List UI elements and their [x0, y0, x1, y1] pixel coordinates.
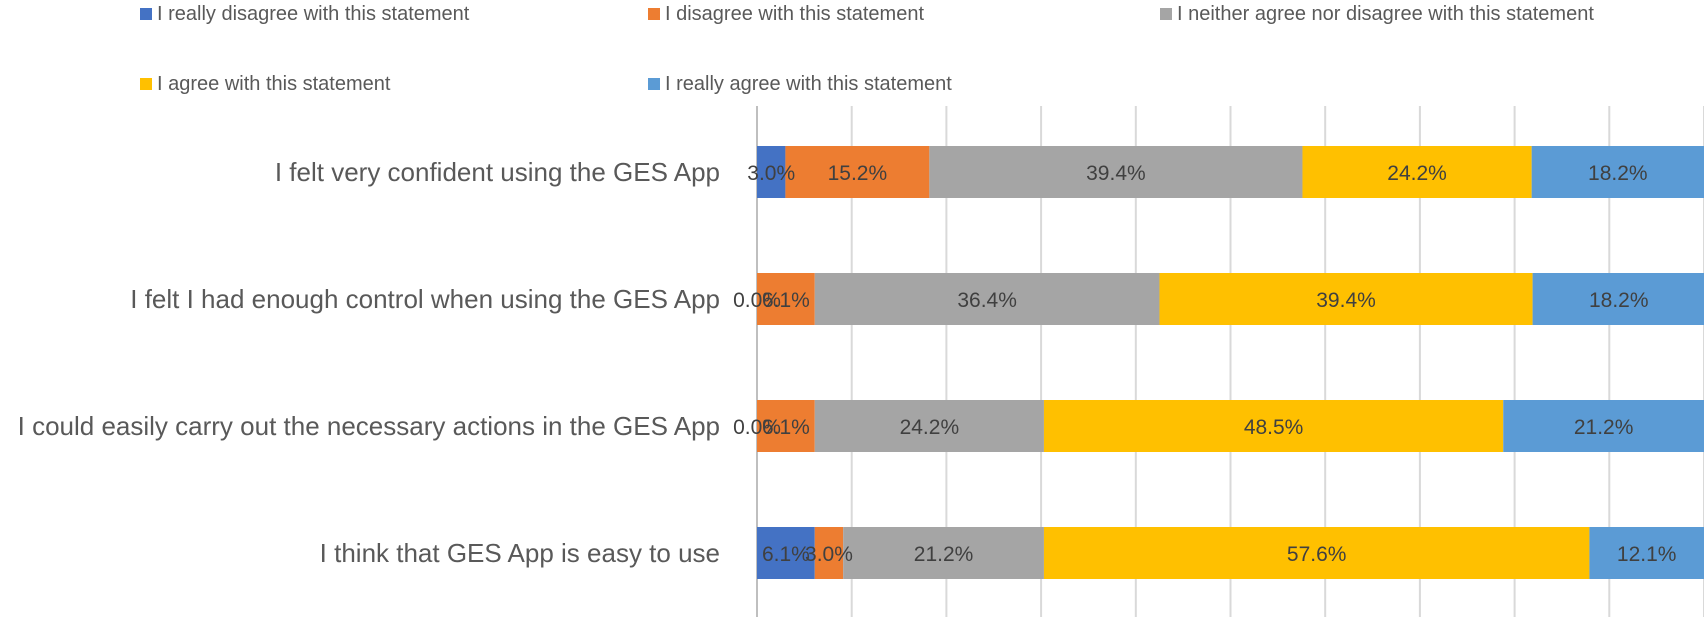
bar-segment — [843, 527, 1044, 579]
category-label: I think that GES App is easy to use — [320, 538, 720, 568]
data-label: 21.2% — [914, 543, 974, 566]
bar-segment — [757, 273, 815, 325]
data-label: 6.1% — [762, 289, 810, 312]
data-label: 39.4% — [1316, 289, 1376, 312]
data-label: 39.4% — [1086, 162, 1146, 185]
legend-label: I neither agree nor disagree with this s… — [1177, 3, 1594, 25]
data-labels: 3.0% 15.2% 39.4% 24.2% 18.2%0.0%6.1% 36.4% 39.… — [733, 162, 1676, 566]
bar-segment — [757, 527, 815, 579]
legend-swatch — [140, 78, 152, 90]
legend: I really disagree with this statement I d… — [140, 3, 1594, 95]
data-label: 0.0% — [733, 416, 781, 439]
bar-segment — [1043, 400, 1504, 452]
bar-segment — [814, 273, 1160, 325]
bar-segment — [785, 146, 930, 198]
category-label: I felt very confident using the GES App — [275, 157, 720, 187]
bar-segment — [1531, 146, 1704, 198]
category-label: I felt I had enough control when using t… — [130, 284, 720, 314]
bar-segment — [1043, 527, 1590, 579]
data-label: 24.2% — [1387, 162, 1447, 185]
data-label: 3.0% — [747, 162, 795, 185]
bar-segment — [1302, 146, 1532, 198]
bar-segment — [814, 400, 1044, 452]
legend-swatch — [1160, 8, 1172, 20]
data-label: 18.2% — [1589, 289, 1649, 312]
category-label: I could easily carry out the necessary a… — [18, 411, 720, 441]
bar-segment — [814, 527, 844, 579]
bar-segment — [1589, 527, 1704, 579]
data-label: 24.2% — [900, 416, 960, 439]
legend-item: I really disagree with this statement — [140, 3, 470, 25]
data-label: 15.2% — [828, 162, 888, 185]
bar-segment — [1503, 400, 1704, 452]
data-label: 36.4% — [957, 289, 1017, 312]
data-label: 6.1% — [762, 543, 810, 566]
legend-item: I disagree with this statement — [648, 3, 924, 25]
bar-segment — [929, 146, 1303, 198]
bars — [757, 146, 1704, 579]
legend-swatch — [648, 8, 660, 20]
data-label: 3.0% — [805, 543, 853, 566]
bar-segment — [757, 400, 815, 452]
data-label: 0.0% — [733, 289, 781, 312]
bar-segment — [1532, 273, 1704, 325]
legend-label: I really disagree with this statement — [157, 3, 470, 25]
data-label: 21.2% — [1574, 416, 1634, 439]
bar-segment — [757, 146, 786, 198]
legend-swatch — [648, 78, 660, 90]
legend-item: I really agree with this statement — [648, 73, 952, 95]
legend-item: I agree with this statement — [140, 73, 391, 95]
data-label: 57.6% — [1287, 543, 1347, 566]
data-label: 12.1% — [1617, 543, 1677, 566]
bar-segment — [1159, 273, 1533, 325]
legend-label: I agree with this statement — [157, 73, 391, 95]
category-labels: I felt very confident using the GES App I… — [18, 157, 720, 568]
data-label: 48.5% — [1244, 416, 1304, 439]
legend-label: I really agree with this statement — [665, 73, 952, 95]
legend-swatch — [140, 8, 152, 20]
data-label: 18.2% — [1588, 162, 1648, 185]
legend-item: I neither agree nor disagree with this s… — [1160, 3, 1594, 25]
data-label: 6.1% — [762, 416, 810, 439]
legend-label: I disagree with this statement — [665, 3, 924, 25]
